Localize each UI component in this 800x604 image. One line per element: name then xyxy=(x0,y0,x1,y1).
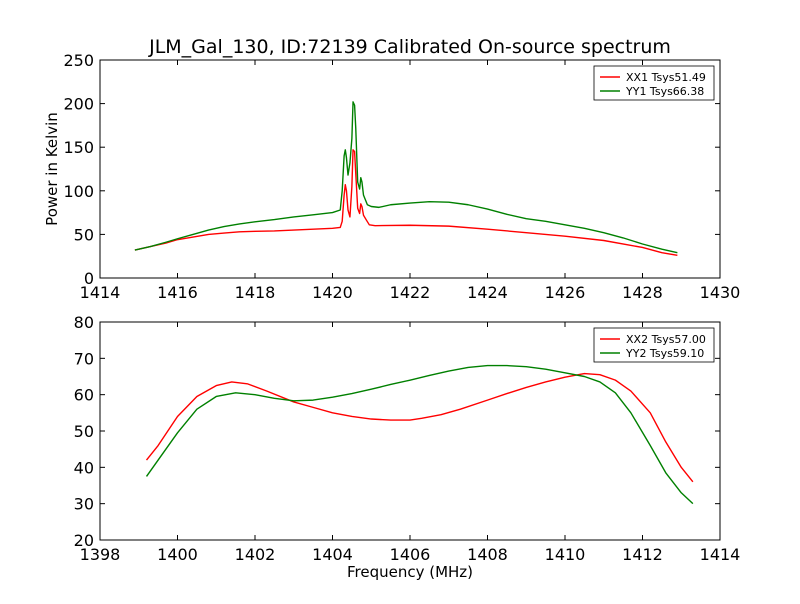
legend-box xyxy=(593,65,715,101)
legend-box xyxy=(593,327,715,363)
series-line-2-2 xyxy=(145,364,694,505)
x-tick-label: 1414 xyxy=(700,545,741,564)
y-axis-label-1: Power in Kelvin xyxy=(43,112,61,226)
x-tick-label: 1428 xyxy=(622,283,663,302)
figure-title: JLM_Gal_130, ID:72139 Calibrated On-sour… xyxy=(148,36,671,58)
x-tick-label: 1404 xyxy=(312,545,353,564)
x-tick-label: 1422 xyxy=(390,283,431,302)
y-tick-label: 30 xyxy=(74,495,94,514)
x-tick-label: 1420 xyxy=(312,283,353,302)
plot-1: 1414 1416 1418 1420 1422 1424 1426 1428 1430 0 50 1… xyxy=(43,51,740,302)
legend-entry: XX1 Tsys51.49 xyxy=(626,71,706,84)
series-line-2-1 xyxy=(145,372,694,483)
series-line-1-1 xyxy=(134,149,678,257)
y-tick-label: 150 xyxy=(63,138,94,157)
x-tick-label: 1426 xyxy=(545,283,586,302)
x-tick-label: 1408 xyxy=(467,545,508,564)
y-tick-label: 0 xyxy=(84,269,94,288)
x-tick-label: 1414 xyxy=(80,283,121,302)
x-tick-label: 1424 xyxy=(467,283,508,302)
x-tick-label: 1412 xyxy=(622,545,663,564)
series-line-1-2 xyxy=(134,101,678,254)
x-axis-label: Frequency (MHz) xyxy=(347,563,473,581)
x-tick-label: 1430 xyxy=(700,283,741,302)
y-tick-label: 80 xyxy=(74,313,94,332)
y-tick-label: 60 xyxy=(74,386,94,405)
x-tick-label: 1418 xyxy=(235,283,276,302)
plots-group: 1414 1416 1418 1420 1422 1424 1426 1428 14300501… xyxy=(43,51,740,564)
x-tick-label: 1398 xyxy=(80,545,121,564)
x-tick-label: 1402 xyxy=(235,545,276,564)
legend-entry: YY1 Tsys66.38 xyxy=(625,85,704,98)
x-tick-label: 1410 xyxy=(545,545,586,564)
x-tick-label: 1406 xyxy=(390,545,431,564)
legend-entry: XX2 Tsys57.00 xyxy=(626,333,706,346)
y-tick-label: 50 xyxy=(74,225,94,244)
plot-2: 1398 1400 1402 1404 1406 1408 1410 1412 1414 20 30… xyxy=(74,313,741,564)
x-tick-label: 1400 xyxy=(157,545,198,564)
y-tick-label: 200 xyxy=(63,95,94,114)
legend-entry: YY2 Tsys59.10 xyxy=(625,347,704,360)
y-tick-label: 70 xyxy=(74,349,94,368)
y-tick-label: 20 xyxy=(74,531,94,550)
x-tick-label: 1416 xyxy=(157,283,198,302)
y-tick-label: 40 xyxy=(74,458,94,477)
y-tick-label: 250 xyxy=(63,51,94,70)
y-tick-label: 100 xyxy=(63,182,94,201)
y-tick-label: 50 xyxy=(74,422,94,441)
